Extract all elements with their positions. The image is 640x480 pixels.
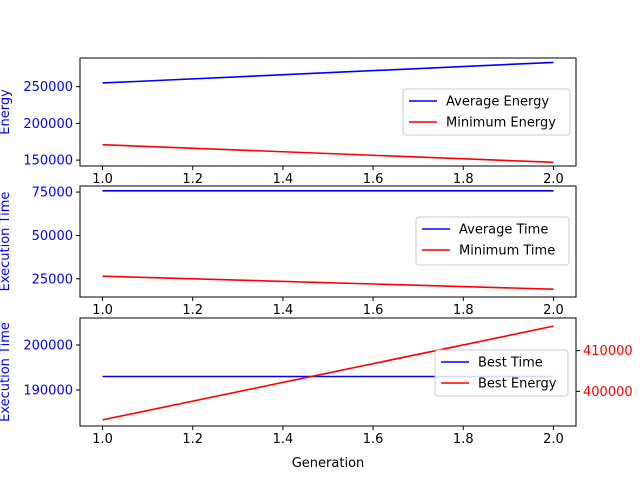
series-line-2 (102, 143, 554, 164)
y-tick-label: 75000 (32, 186, 73, 201)
x-tick-label: 1.0 (92, 172, 113, 187)
legend-label: Best Time (478, 356, 543, 371)
x-tick-label: 1.2 (182, 303, 203, 318)
x-tick-label: 1.6 (363, 172, 384, 187)
x-tick-label: 1.0 (92, 303, 113, 318)
plot-frame (79, 57, 577, 167)
legend: Best Time Best Energy (434, 349, 569, 397)
x-tick-label: 1.4 (273, 432, 294, 447)
y-axis-label: Energy (0, 89, 13, 135)
subplot-3: 1.0 1.2 1.4 1.6 1.8 2.0 190000 200000 400000 4100… (0, 317, 633, 471)
y-tick-label: 250000 (23, 80, 73, 95)
series-line-1 (102, 61, 554, 84)
y-tick-label: 25000 (32, 272, 73, 287)
legend-label: Best Energy (478, 377, 557, 392)
x-tick-label: 2.0 (543, 172, 564, 187)
legend-box (415, 216, 570, 266)
plot-frame (79, 185, 577, 298)
legend-box (402, 88, 571, 136)
y-right-tick-label: 400000 (583, 385, 633, 400)
x-tick-label: 1.8 (453, 432, 474, 447)
x-tick-label: 1.6 (363, 303, 384, 318)
series-line-2 (102, 325, 554, 421)
y-axis-label: Execution Time (0, 322, 13, 422)
subplot-1: 1.0 1.2 1.4 1.6 1.8 2.0 150000 200000 250000 Ener… (0, 57, 577, 187)
series-line-2 (102, 275, 554, 290)
y-right-tick-label: 410000 (583, 344, 633, 359)
legend-label: Minimum Energy (446, 116, 556, 131)
x-tick-label: 1.4 (273, 172, 294, 187)
y-tick-label: 50000 (32, 229, 73, 244)
y-tick-label: 200000 (23, 117, 73, 132)
y-tick-label: 150000 (23, 154, 73, 169)
y-tick-label: 200000 (23, 339, 73, 354)
x-tick-label: 2.0 (543, 303, 564, 318)
legend-label: Average Time (459, 223, 548, 238)
y-tick-label: 190000 (23, 384, 73, 399)
x-tick-label: 2.0 (543, 432, 564, 447)
legend-label: Average Energy (446, 95, 549, 110)
legend-label: Minimum Time (459, 244, 555, 259)
x-tick-label: 1.0 (92, 432, 113, 447)
x-tick-label: 1.4 (273, 303, 294, 318)
x-axis-label: Generation (292, 456, 365, 471)
legend: Average Time Minimum Time (415, 216, 570, 266)
legend: Average Energy Minimum Energy (402, 88, 571, 136)
subplot-2: 1.0 1.2 1.4 1.6 1.8 2.0 25000 50000 75000 Executi… (0, 185, 577, 318)
x-tick-label: 1.8 (453, 303, 474, 318)
x-tick-label: 1.2 (182, 172, 203, 187)
x-tick-label: 1.6 (363, 432, 384, 447)
y-axis-label: Execution Time (0, 192, 13, 292)
x-tick-label: 1.8 (453, 172, 474, 187)
x-tick-label: 1.2 (182, 432, 203, 447)
plot-frame (79, 317, 577, 427)
